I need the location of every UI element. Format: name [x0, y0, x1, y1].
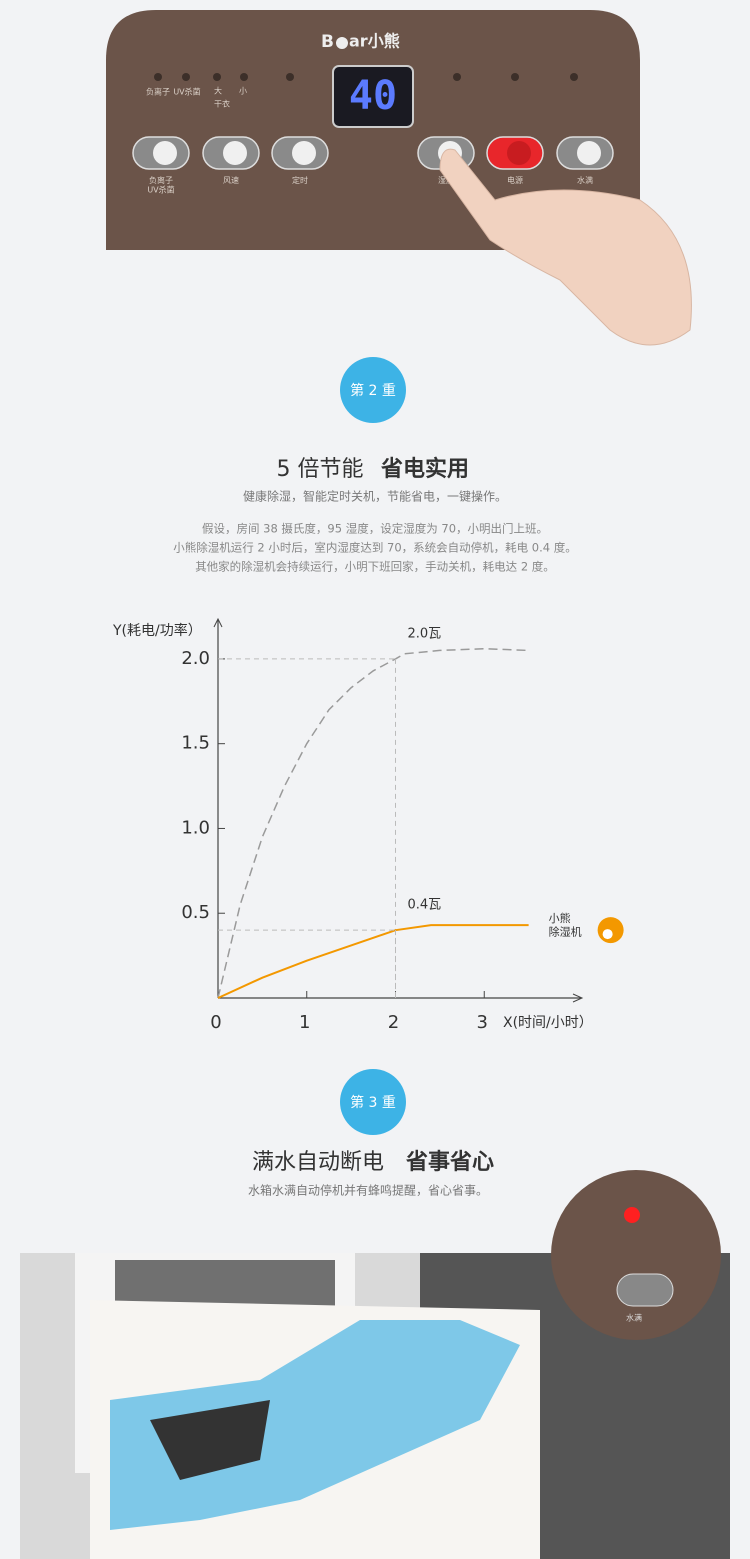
indicator-dots	[154, 73, 578, 81]
paragraph: 假设，房间 38 摄氏度，95 湿度，设定湿度为 70，小明出门上班。	[202, 522, 548, 536]
panel-button-knob	[292, 141, 316, 165]
button-label: 风速	[223, 176, 239, 185]
badge-text: 第 2 重	[350, 382, 396, 399]
inset	[551, 1170, 721, 1340]
series-line	[217, 924, 529, 999]
inset-button	[616, 1273, 674, 1307]
x-tick-label: 1	[299, 1012, 310, 1033]
panel-button-knob	[507, 141, 531, 165]
y-axis-label: Y(耗电/功率）	[112, 622, 202, 639]
panel-button-knob	[577, 141, 601, 165]
panel-button-knob	[223, 141, 247, 165]
logo: ar小熊	[349, 32, 400, 51]
annotation: 2.0瓦	[408, 626, 442, 641]
x-axis-label: X(时间/小时）	[503, 1015, 593, 1031]
heading: 省事省心	[405, 1149, 494, 1175]
heading: 5 倍节能	[277, 457, 364, 482]
paragraph: 其他家的除湿机会持续运行，小明下班回家，手动关机，耗电达 2 度。	[195, 560, 555, 574]
logo-paw	[336, 37, 348, 49]
control-panel	[106, 10, 640, 250]
x-tick-label: 0	[210, 1012, 221, 1033]
indicator-label: 干衣	[214, 99, 230, 109]
badge	[340, 357, 406, 423]
indicator-label: UV杀菌	[173, 87, 200, 97]
button-label: 湿度	[438, 175, 454, 185]
chart: Y(耗电/功率） X(时间/小时） 0 1 2 3 0.5 1.0 1.5 2.0 2.0瓦 0.4瓦…	[112, 617, 624, 1033]
logo: B	[321, 32, 334, 52]
legend-label: 小熊除湿机	[549, 911, 582, 938]
y-tick-label: 0.5	[181, 902, 210, 923]
x-tick-label: 2	[388, 1012, 399, 1033]
badge-text: 第 3 重	[350, 1094, 396, 1111]
subtitle: 健康除湿，智能定时关机，节能省电，一键操作。	[243, 489, 507, 504]
display-value: 40	[349, 73, 397, 119]
y-tick-label: 1.5	[181, 733, 210, 754]
paragraph: 小熊除湿机运行 2 小时后，室内湿度达到 70，系统会自动停机，耗电 0.4 度…	[173, 541, 577, 555]
inset-label: 水满	[626, 1313, 642, 1323]
button-label: 定时	[292, 175, 308, 185]
x-tick-label: 3	[477, 1012, 488, 1033]
x-axis-arrow	[572, 993, 584, 1003]
badge	[340, 1069, 406, 1135]
y-tick-label: 1.0	[181, 817, 210, 838]
y-tick-label: 2.0	[181, 648, 210, 669]
series-line	[217, 647, 529, 999]
display	[332, 65, 414, 128]
indicator-label: 负离子	[146, 87, 170, 97]
button-label: 水满	[577, 175, 593, 185]
indicator-label: 小	[239, 87, 247, 96]
legend-icon	[602, 929, 613, 940]
annotation: 0.4瓦	[408, 898, 442, 913]
y-axis-arrow	[213, 617, 223, 628]
subtitle: 水箱水满自动停机并有蜂鸣提醒，省心省事。	[248, 1183, 488, 1198]
indicator-label: 大	[214, 86, 222, 96]
heading: 满水自动断电	[252, 1150, 384, 1175]
hand	[439, 148, 692, 346]
button-label: 电源	[507, 175, 523, 185]
heading: 省电实用	[380, 456, 469, 482]
warning-light	[624, 1207, 640, 1223]
panel-button-knob	[153, 141, 177, 165]
button-label: 负离子 UV杀菌	[147, 175, 174, 195]
